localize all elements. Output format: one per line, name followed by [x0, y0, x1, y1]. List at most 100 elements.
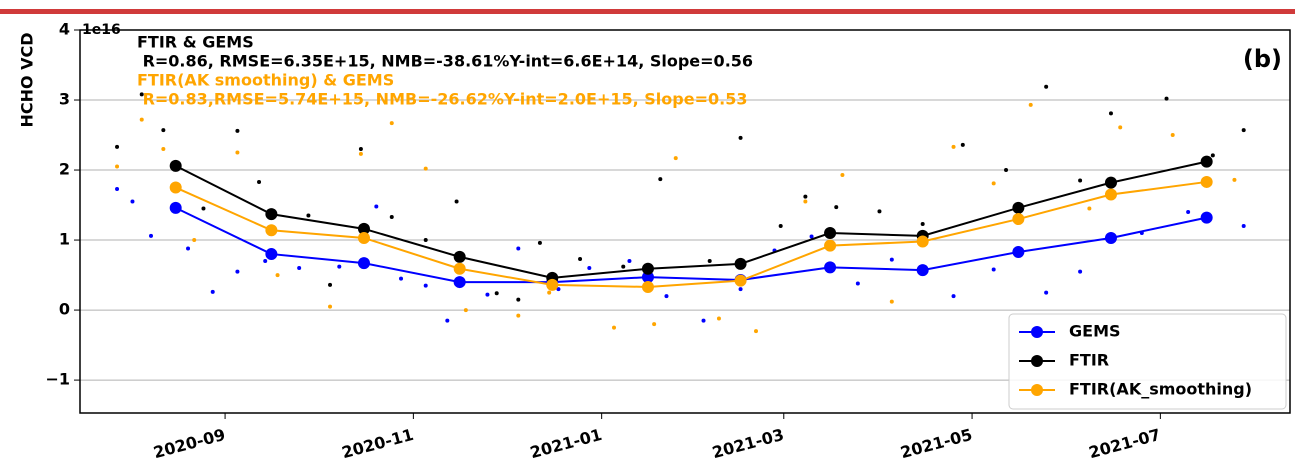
scatter-point [738, 135, 743, 140]
scatter-point [920, 221, 925, 226]
series-line [175, 180, 1207, 288]
scatter-point [235, 269, 240, 274]
scatter-point [1044, 84, 1049, 89]
scatter-point [1078, 178, 1083, 183]
scatter-point [516, 246, 521, 251]
scatter-point [337, 264, 342, 269]
scatter-point [423, 166, 428, 171]
scatter-point [1087, 206, 1092, 211]
annotation: FTIR(AK smoothing) & GEMS [137, 71, 394, 90]
scatter-point [148, 233, 153, 238]
series-marker [453, 276, 466, 289]
scatter-point [707, 259, 712, 264]
series-marker [734, 257, 747, 270]
scatter-point [192, 238, 197, 243]
series-marker [1012, 245, 1025, 258]
y-tick-label: 3 [59, 90, 70, 109]
scatter-point [627, 259, 632, 264]
series-marker [1200, 155, 1213, 168]
y-tick-label: 1 [59, 230, 70, 249]
series-marker [824, 227, 837, 240]
scatter-point [1241, 224, 1246, 229]
scatter-point [374, 204, 379, 209]
y-tick-label: 2 [59, 160, 70, 179]
scatter-point [306, 213, 311, 218]
scatter-point [389, 121, 394, 126]
series-marker [641, 262, 654, 275]
scatter-point [1241, 128, 1246, 133]
series-marker [357, 231, 370, 244]
scatter-point [809, 234, 814, 239]
scatter-point [991, 267, 996, 272]
series-marker [824, 239, 837, 252]
y-tick-label: 4 [59, 20, 70, 39]
series-marker [1104, 231, 1117, 244]
x-tick-label: 2021-01 [528, 425, 604, 460]
scatter-point [578, 256, 583, 261]
series-marker [1104, 176, 1117, 189]
scatter-point [186, 246, 191, 251]
scatter-point [960, 142, 965, 147]
scatter-point [1232, 177, 1237, 182]
series-marker [357, 222, 370, 235]
panel-label: (b) [1243, 45, 1282, 73]
scatter-point [1028, 102, 1033, 107]
series-marker [546, 278, 559, 291]
scatter-point [840, 172, 845, 177]
scatter-point [201, 206, 206, 211]
series-marker [453, 262, 466, 275]
scatter-point [716, 316, 721, 321]
scatter-point [494, 291, 499, 296]
scatter-point [1118, 125, 1123, 130]
scatter-point [275, 273, 280, 278]
scatter-point [738, 287, 743, 292]
series-marker [1012, 201, 1025, 214]
scatter-point [297, 266, 302, 271]
scatter-point [803, 194, 808, 199]
series-marker [1200, 211, 1213, 224]
scatter-point [652, 322, 657, 327]
scatter-point [115, 164, 120, 169]
scatter-point [991, 181, 996, 186]
scatter-point [235, 150, 240, 155]
scatter-point [423, 283, 428, 288]
series-marker [265, 224, 278, 237]
window-edge [0, 9, 1295, 14]
legend-marker [1031, 384, 1043, 396]
scatter-point [235, 128, 240, 133]
series-marker [916, 264, 929, 277]
scatter-point [485, 292, 490, 297]
annotation: R=0.83,RMSE=5.74E+15, NMB=-26.62%Y-int=2… [137, 90, 747, 109]
scatter-point [399, 276, 404, 281]
scatter-point [210, 289, 215, 294]
x-tick-label: 2020-09 [151, 425, 227, 460]
annotation: FTIR & GEMS [137, 33, 254, 52]
scatter-point [389, 214, 394, 219]
series-marker [265, 208, 278, 221]
scatter-point [877, 209, 882, 214]
scatter-point [1078, 269, 1083, 274]
scatter-point [1164, 96, 1169, 101]
scatter-point [1186, 210, 1191, 215]
series-marker [357, 257, 370, 270]
scatter-point [516, 297, 521, 302]
scatter-point [161, 128, 166, 133]
scatter-point [587, 266, 592, 271]
series-marker [169, 159, 182, 172]
scatter-point [612, 325, 617, 330]
legend-label: GEMS [1069, 322, 1121, 341]
legend-label: FTIR(AK_smoothing) [1069, 380, 1252, 399]
legend-marker [1031, 355, 1043, 367]
scatter-point [547, 290, 552, 295]
series-marker [265, 248, 278, 261]
scatter-point [889, 299, 894, 304]
legend-marker [1031, 326, 1043, 338]
scatter-point [139, 92, 144, 97]
x-tick-label: 2021-03 [710, 425, 786, 460]
scatter-point [658, 177, 663, 182]
y-axis-label: HCHO VCD [18, 32, 37, 127]
y-tick-label: −1 [45, 370, 70, 389]
x-tick-label: 2021-05 [898, 425, 974, 460]
scatter-point [556, 287, 561, 292]
scatter-point [1210, 153, 1215, 158]
